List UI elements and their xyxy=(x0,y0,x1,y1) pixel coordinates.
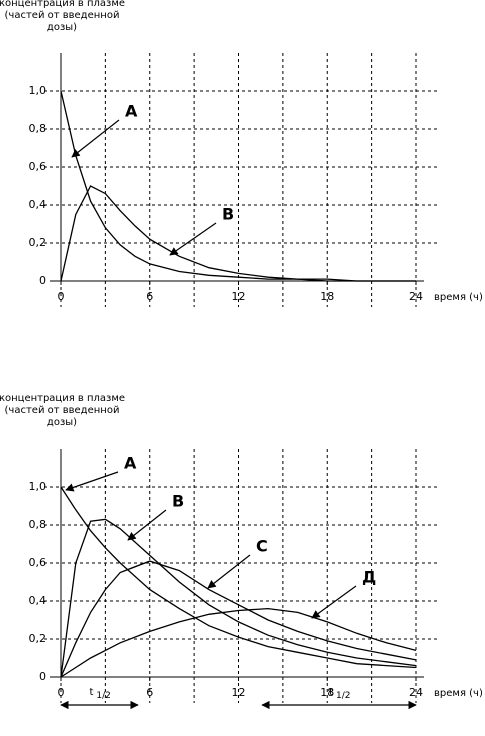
y-tick-label: 0 xyxy=(39,274,46,287)
x-tick-label: 6 xyxy=(146,290,153,303)
half-life-symbol: t xyxy=(329,687,333,698)
x-tick-label: 12 xyxy=(232,290,246,303)
curve xyxy=(60,185,416,282)
y-tick-label: 0,2 xyxy=(29,236,47,249)
y-tick-label: 1,0 xyxy=(29,480,47,493)
arrow xyxy=(65,471,119,492)
y-tick-label: 1,0 xyxy=(29,84,47,97)
half-life-symbol: t xyxy=(89,687,93,698)
x-tick-label: 24 xyxy=(409,290,423,303)
y-tick-label: 0,6 xyxy=(29,556,47,569)
x-tick-label: 12 xyxy=(232,686,246,699)
curve xyxy=(60,486,417,669)
arrow xyxy=(207,554,251,589)
y-axis-label: дозы) xyxy=(47,22,77,33)
y-axis-label: дозы) xyxy=(47,417,77,428)
x-tick-label: 0 xyxy=(58,290,65,303)
x-axis-label: время (ч) xyxy=(434,292,483,303)
y-axis-label: концентрация в плазме xyxy=(0,393,125,404)
arrow xyxy=(311,585,357,619)
series-label: А xyxy=(124,454,137,473)
series-label: В xyxy=(222,205,234,224)
curve xyxy=(60,560,417,678)
arrow xyxy=(127,509,167,541)
y-tick-label: 0,6 xyxy=(29,160,47,173)
y-tick-label: 0,8 xyxy=(29,518,47,531)
arrow xyxy=(169,222,217,256)
y-tick-label: 0,4 xyxy=(29,594,47,607)
series-label: В xyxy=(172,492,184,511)
x-tick-label: 24 xyxy=(409,686,423,699)
series-label: Д xyxy=(362,568,376,587)
y-tick-label: 0,4 xyxy=(29,198,47,211)
x-tick-label: 0 xyxy=(58,686,65,699)
series-label: С xyxy=(256,537,268,556)
arrow xyxy=(71,119,120,158)
y-axis-label: концентрация в плазме xyxy=(0,0,125,9)
x-tick-label: 18 xyxy=(320,290,334,303)
series-label: А xyxy=(125,102,138,121)
y-tick-label: 0 xyxy=(39,670,46,683)
curve xyxy=(60,90,416,282)
x-tick-label: 6 xyxy=(146,686,153,699)
y-axis-label: (частей от введенной xyxy=(5,405,120,416)
half-life-label: t 1/2 xyxy=(89,687,110,701)
y-tick-label: 0,8 xyxy=(29,122,47,135)
curve xyxy=(60,607,417,678)
half-life-subscript: 1/2 xyxy=(336,691,350,701)
half-life-subscript: 1/2 xyxy=(96,691,110,701)
y-tick-label: 0,2 xyxy=(29,632,47,645)
curve xyxy=(60,518,417,678)
half-life-label: t 1/2 xyxy=(329,687,350,701)
y-axis-label: (частей от введенной xyxy=(5,10,120,21)
x-tick-label: 18 xyxy=(320,686,334,699)
x-axis-label: время (ч) xyxy=(434,688,483,699)
